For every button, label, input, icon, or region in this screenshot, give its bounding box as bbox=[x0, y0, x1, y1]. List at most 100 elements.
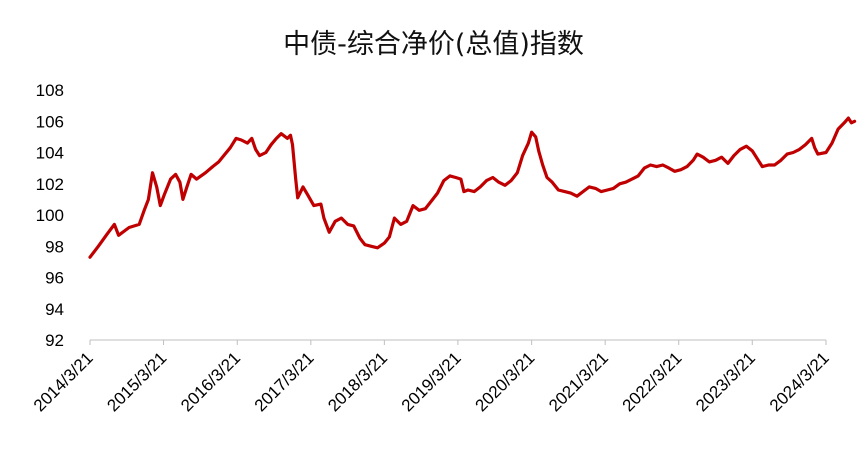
data-point bbox=[521, 154, 524, 157]
data-point bbox=[767, 163, 770, 167]
data-point bbox=[418, 209, 421, 212]
data-point bbox=[575, 195, 579, 198]
y-tick-label: 96 bbox=[45, 269, 64, 288]
data-point bbox=[497, 181, 500, 184]
data-point bbox=[399, 223, 402, 226]
data-point bbox=[411, 204, 415, 207]
data-point bbox=[454, 176, 457, 179]
data-point bbox=[667, 166, 671, 170]
data-point bbox=[843, 121, 846, 125]
data-point bbox=[106, 232, 109, 235]
data-point bbox=[189, 173, 193, 176]
data-point bbox=[254, 148, 257, 151]
data-point bbox=[850, 121, 853, 125]
data-point bbox=[280, 132, 283, 135]
data-point bbox=[163, 193, 166, 196]
data-point bbox=[785, 152, 789, 156]
data-point bbox=[442, 179, 445, 182]
data-point bbox=[692, 159, 695, 162]
data-point bbox=[346, 223, 349, 226]
data-point bbox=[569, 191, 572, 195]
data-point bbox=[779, 159, 783, 162]
data-point bbox=[563, 190, 566, 193]
data-point bbox=[358, 237, 362, 240]
data-point bbox=[804, 143, 807, 146]
data-point bbox=[473, 190, 476, 193]
data-point bbox=[739, 148, 742, 151]
data-point bbox=[503, 184, 507, 187]
data-point bbox=[792, 151, 795, 154]
data-point bbox=[195, 177, 198, 181]
data-point bbox=[695, 152, 699, 156]
data-point bbox=[637, 174, 640, 178]
data-point bbox=[393, 216, 396, 220]
data-point bbox=[761, 165, 764, 168]
data-point bbox=[370, 245, 373, 248]
y-tick-label: 94 bbox=[45, 300, 64, 319]
data-point bbox=[751, 149, 754, 153]
data-point bbox=[181, 198, 185, 201]
data-point bbox=[732, 154, 736, 157]
data-point bbox=[720, 156, 723, 159]
data-point bbox=[773, 163, 776, 167]
data-point bbox=[113, 223, 116, 226]
data-point bbox=[234, 137, 238, 140]
data-point bbox=[301, 185, 305, 189]
data-point bbox=[551, 181, 554, 184]
x-tick-label: 2024/3/21 bbox=[766, 348, 833, 415]
data-point bbox=[306, 193, 309, 196]
data-point bbox=[673, 170, 676, 173]
data-point bbox=[588, 185, 591, 189]
data-point bbox=[479, 185, 482, 189]
data-point bbox=[155, 185, 158, 189]
data-point bbox=[174, 173, 177, 176]
data-point bbox=[534, 135, 537, 139]
data-point bbox=[462, 190, 466, 193]
data-point bbox=[334, 220, 337, 223]
x-tick-label: 2017/3/21 bbox=[251, 348, 318, 415]
data-point bbox=[229, 146, 232, 149]
data-point bbox=[312, 204, 315, 207]
data-point bbox=[319, 202, 323, 206]
data-point bbox=[376, 246, 379, 249]
x-tick-label: 2016/3/21 bbox=[177, 348, 244, 415]
chart-title: 中债-综合净价(总值)指数 bbox=[283, 29, 584, 60]
data-point bbox=[612, 187, 615, 190]
data-point bbox=[246, 141, 249, 145]
y-tick-label: 102 bbox=[36, 175, 64, 194]
data-point bbox=[138, 223, 141, 226]
data-point bbox=[798, 148, 801, 151]
data-point bbox=[541, 163, 544, 167]
y-tick-label: 104 bbox=[36, 144, 64, 163]
data-point bbox=[581, 190, 585, 193]
data-point bbox=[240, 138, 243, 142]
data-point bbox=[151, 171, 154, 174]
data-point bbox=[328, 231, 331, 234]
data-point bbox=[679, 168, 683, 171]
data-point bbox=[594, 187, 597, 190]
x-tick-label: 2022/3/21 bbox=[619, 348, 686, 415]
data-point bbox=[530, 131, 533, 134]
data-point bbox=[204, 171, 207, 174]
data-point bbox=[217, 160, 220, 164]
data-point bbox=[537, 149, 540, 153]
data-point bbox=[178, 181, 182, 184]
data-point bbox=[836, 127, 840, 131]
data-point bbox=[830, 141, 834, 145]
data-point bbox=[436, 191, 439, 195]
data-point bbox=[685, 165, 689, 168]
data-point bbox=[430, 199, 433, 203]
data-point bbox=[708, 160, 711, 164]
series-line bbox=[88, 116, 857, 259]
data-point bbox=[824, 151, 828, 154]
data-point bbox=[466, 188, 470, 192]
data-point bbox=[291, 143, 294, 146]
data-point bbox=[485, 179, 488, 182]
data-point bbox=[424, 207, 427, 210]
data-point bbox=[600, 190, 603, 193]
data-point bbox=[714, 159, 717, 162]
data-point bbox=[853, 120, 856, 123]
data-point bbox=[545, 176, 549, 179]
